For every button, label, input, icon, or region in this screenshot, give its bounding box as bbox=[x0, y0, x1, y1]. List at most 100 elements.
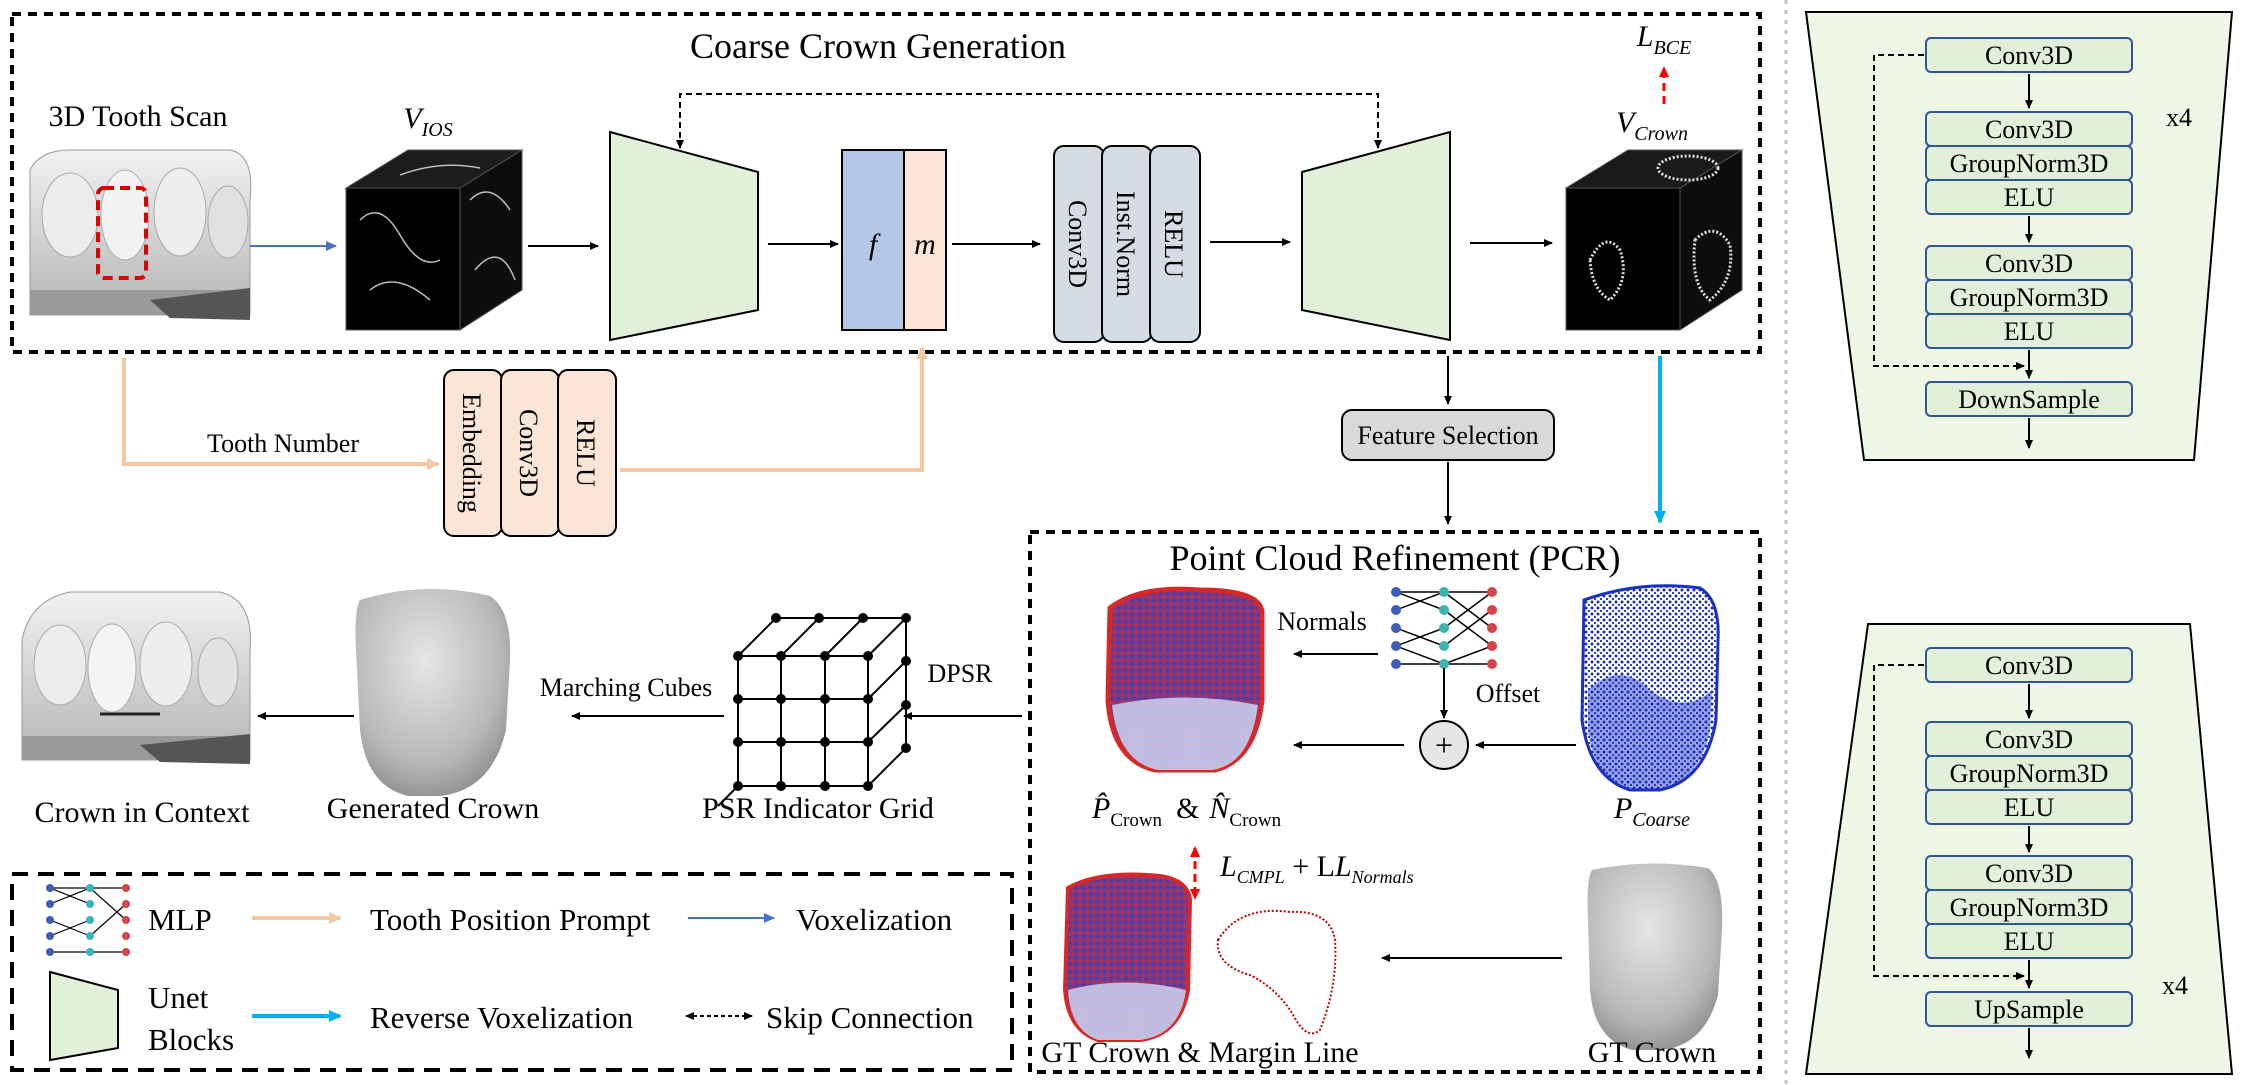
prompt-relu-label: RELU bbox=[571, 419, 600, 487]
legend-unet-label-2: Blocks bbox=[148, 1022, 234, 1057]
decoder-layer-label: UpSample bbox=[1974, 995, 2084, 1024]
coarse-generation-frame bbox=[10, 12, 1762, 354]
gt-margin-label: GT Crown & Margin Line bbox=[1041, 1036, 1358, 1069]
offset-label: Offset bbox=[1476, 679, 1541, 708]
prompt-to-feature-m-arrow bbox=[620, 346, 928, 472]
decoder-layer-label: ELU bbox=[2004, 793, 2055, 822]
encoder-layer-label: Conv3D bbox=[1985, 115, 2073, 144]
n-hat-symbol: N̂ bbox=[1208, 792, 1231, 825]
tooth-scan-image bbox=[29, 149, 252, 320]
p-coarse-subscript: Coarse bbox=[1632, 809, 1690, 831]
unet-encoder-block bbox=[609, 130, 759, 342]
v-ios-label: VIOS bbox=[403, 102, 452, 141]
tooth-number-label: Tooth Number bbox=[207, 429, 359, 458]
psr-grid-label: PSR Indicator Grid bbox=[702, 792, 934, 825]
crown-in-context-label: Crown in Context bbox=[35, 796, 251, 829]
decoder-repeat-label: x4 bbox=[2162, 971, 2188, 1000]
relu-block-label: RELU bbox=[1159, 210, 1188, 278]
decoder-layer bbox=[1925, 991, 2133, 1027]
feature-f-block bbox=[841, 149, 905, 331]
gt-crown-lower-region bbox=[1068, 982, 1186, 1040]
gt-crown-label: GT Crown bbox=[1588, 1036, 1717, 1069]
legend-unet-icon bbox=[49, 970, 119, 1062]
legend-mlp-label: MLP bbox=[148, 902, 212, 937]
crown-in-context-image bbox=[21, 591, 251, 764]
decoder-layer-label: Conv3D bbox=[1985, 651, 2073, 680]
legend-voxelization-label: Voxelization bbox=[796, 902, 953, 937]
feature-m-block bbox=[903, 149, 947, 331]
v-ios-subscript: IOS bbox=[421, 119, 453, 141]
loss-cmpl-subscript: CMPL bbox=[1237, 867, 1285, 887]
v-crown-voxel-cube bbox=[1564, 149, 1744, 331]
encoder-layer bbox=[1925, 381, 2133, 417]
decoder-layer-label: GroupNorm3D bbox=[1950, 893, 2109, 922]
inst-norm-block-label: Inst.Norm bbox=[1111, 191, 1140, 297]
psr-grid-icon bbox=[717, 617, 907, 807]
psr-grid-nodes bbox=[733, 613, 911, 791]
gt-crown-mesh bbox=[1587, 863, 1723, 1050]
encoder-layer bbox=[1925, 37, 2133, 73]
decoder-stack: Conv3D Conv3D GroupNorm3D ELU Conv3D Gro… bbox=[1873, 647, 2133, 1059]
coarse-generation-title: Coarse Crown Generation bbox=[690, 26, 1066, 66]
unet-decoder-block bbox=[1301, 130, 1451, 342]
mlp-network-icon bbox=[1391, 587, 1497, 669]
encoder-layer-label: Conv3D bbox=[1985, 249, 2073, 278]
encoder-layer-label: ELU bbox=[2004, 317, 2055, 346]
tooth-scan-label: 3D Tooth Scan bbox=[48, 100, 227, 133]
loss-normals-subscript: Normals bbox=[1351, 867, 1414, 887]
encoder-layer-label: GroupNorm3D bbox=[1950, 149, 2109, 178]
generated-crown-mesh bbox=[355, 588, 511, 796]
pcr-frame bbox=[1028, 530, 1762, 1074]
loss-bce-subscript: BCE bbox=[1653, 37, 1691, 59]
feature-selection-label: Feature Selection bbox=[1357, 421, 1538, 450]
legend-frame bbox=[10, 872, 1014, 1072]
decoder-layer bbox=[1925, 647, 2133, 683]
loss-cmpl-label: LCMPL + LLNormals bbox=[1219, 850, 1414, 887]
feature-m-label: m bbox=[914, 228, 936, 261]
prompt-relu-block bbox=[557, 369, 617, 537]
refined-output-label: P̂Crown & N̂Crown bbox=[1091, 792, 1282, 831]
coarse-pointcloud-shade bbox=[1588, 675, 1712, 790]
legend-reverse-label: Reverse Voxelization bbox=[370, 1000, 634, 1035]
p-coarse-label: PCoarse bbox=[1613, 792, 1690, 831]
loss-bce-label: LBCE bbox=[1636, 20, 1691, 59]
encoder-layer-label: DownSample bbox=[1958, 385, 2100, 414]
encoder-layer bbox=[1925, 179, 2133, 215]
v-crown-label: VCrown bbox=[1616, 106, 1688, 145]
conv3d-block-label: Conv3D bbox=[1063, 200, 1092, 288]
encoder-stack: Conv3D Conv3D GroupNorm3D ELU Conv3D Gro… bbox=[1873, 37, 2133, 449]
generated-crown-label: Generated Crown bbox=[327, 792, 539, 825]
n-hat-subscript: Crown bbox=[1229, 810, 1281, 831]
p-hat-symbol: P̂ bbox=[1091, 792, 1110, 825]
embedding-label: Embedding bbox=[457, 393, 486, 513]
refined-crown-lower-region bbox=[1112, 697, 1258, 770]
decoder-layer-label: GroupNorm3D bbox=[1950, 759, 2109, 788]
legend-mlp-icon bbox=[46, 884, 130, 956]
legend-prompt-label: Tooth Position Prompt bbox=[370, 902, 651, 937]
decoder-layer-label: Conv3D bbox=[1985, 859, 2073, 888]
amp-symbol: & bbox=[1176, 792, 1199, 825]
sum-node-symbol: + bbox=[1435, 727, 1453, 763]
marching-cubes-label: Marching Cubes bbox=[540, 673, 713, 702]
encoder-layer-label: ELU bbox=[2004, 183, 2055, 212]
legend-skip-label: Skip Connection bbox=[766, 1000, 974, 1035]
legend-unet-label-1: Unet bbox=[148, 980, 209, 1015]
normals-label: Normals bbox=[1277, 607, 1367, 636]
encoder-layer-label: Conv3D bbox=[1985, 41, 2073, 70]
encoder-repeat-label: x4 bbox=[2166, 103, 2192, 132]
v-ios-voxel-cube bbox=[344, 149, 524, 331]
v-crown-subscript: Crown bbox=[1634, 123, 1688, 145]
p-hat-subscript: Crown bbox=[1110, 810, 1162, 831]
decoder-layer-label: Conv3D bbox=[1985, 725, 2073, 754]
decoder-layer-label: ELU bbox=[2004, 927, 2055, 956]
decoder-layer bbox=[1925, 789, 2133, 825]
tooth-number-prompt-line bbox=[122, 358, 440, 470]
margin-line-curve bbox=[1216, 909, 1337, 1035]
encoder-residual-arrow bbox=[1873, 54, 2025, 370]
feature-selection-box bbox=[1341, 409, 1555, 461]
dpsr-label: DPSR bbox=[927, 659, 993, 688]
loss-plus-symbol: + L bbox=[1285, 850, 1335, 883]
encoder-layer-label: GroupNorm3D bbox=[1950, 283, 2109, 312]
decoder-residual-arrow bbox=[1873, 664, 2025, 980]
